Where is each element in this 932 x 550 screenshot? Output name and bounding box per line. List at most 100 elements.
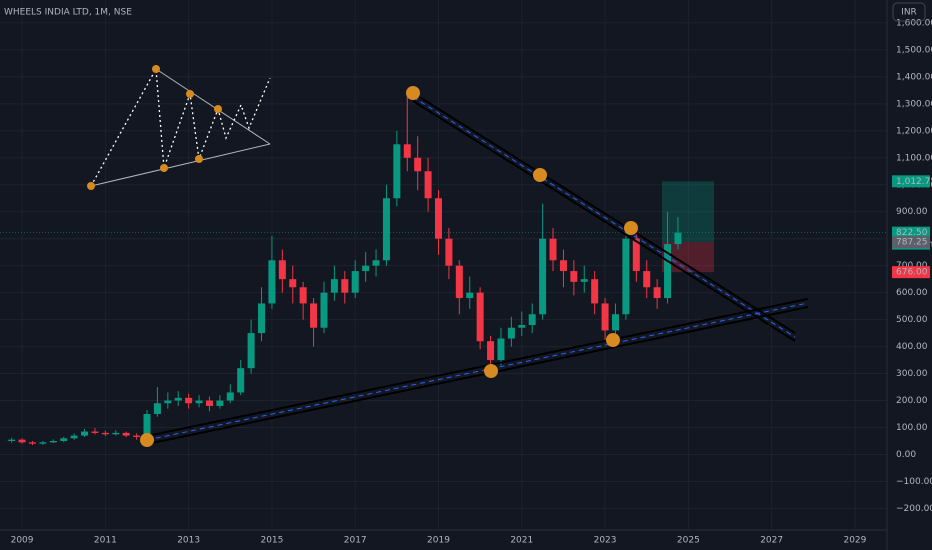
candle-body — [122, 432, 130, 436]
candle-body — [455, 265, 463, 299]
target-label: 1,012.75 — [896, 177, 932, 187]
pivot — [214, 105, 222, 113]
trend-line-mid — [146, 302, 809, 441]
candle-body — [435, 198, 443, 239]
candle-body — [49, 440, 57, 443]
candle-body — [237, 368, 245, 393]
pivot — [406, 86, 420, 100]
candle-body — [195, 400, 203, 404]
candle-body — [112, 432, 120, 435]
trend-line — [146, 306, 809, 445]
pivot — [195, 155, 203, 163]
y-tick-label: 1,500.00 — [896, 45, 932, 55]
y-tick-label: 100.00 — [896, 423, 928, 433]
y-tick-label: 1,100.00 — [896, 153, 932, 163]
candle-body — [247, 333, 255, 369]
trend-line-mid — [412, 96, 796, 338]
y-tick-label: 500.00 — [896, 315, 928, 325]
candle-body — [143, 414, 151, 437]
grid — [0, 0, 887, 530]
candle-body — [664, 244, 672, 299]
pattern-line — [90, 143, 271, 187]
pivot — [87, 182, 95, 190]
candle-body — [91, 431, 99, 433]
entry-label: 787.25 — [896, 238, 928, 248]
y-tick-label: 200.00 — [896, 396, 928, 406]
y-tick-label: 0.00 — [896, 450, 916, 460]
candle-body — [164, 400, 172, 404]
candle-body — [18, 439, 26, 443]
candle-body — [445, 238, 453, 266]
pattern-line — [155, 68, 271, 145]
candle-body — [424, 171, 432, 199]
x-tick-label: 2009 — [11, 536, 34, 546]
candle-body — [60, 438, 68, 441]
trend-line — [412, 92, 796, 334]
candle-body — [310, 303, 318, 328]
x-tick-label: 2027 — [760, 536, 783, 546]
pivot — [186, 90, 194, 98]
candle-body — [101, 432, 109, 435]
x-tick-label: 2019 — [427, 536, 450, 546]
stop-tag — [892, 266, 930, 279]
last-price-tag — [892, 226, 930, 239]
pivot — [484, 364, 498, 378]
currency-button[interactable] — [892, 2, 926, 22]
candle-body — [414, 157, 422, 172]
y-tick-label: −200.00 — [896, 504, 932, 514]
candle-body — [466, 292, 474, 299]
candle-body — [174, 397, 182, 401]
candle-body — [133, 435, 141, 437]
candle-body — [341, 279, 349, 293]
candle-body — [70, 435, 78, 439]
candle-body — [362, 265, 370, 272]
candle-body — [39, 442, 47, 444]
x-tick-label: 2029 — [843, 536, 866, 546]
entry-tag — [892, 236, 930, 249]
x-tick-label: 2021 — [510, 536, 533, 546]
currency-label[interactable]: INR — [901, 8, 917, 18]
x-tick-label: 2025 — [677, 536, 700, 546]
candle-body — [476, 292, 484, 342]
candle-body — [528, 314, 536, 326]
candle-body — [205, 400, 213, 406]
target-zone — [662, 181, 714, 243]
target-tag — [892, 175, 930, 188]
x-tick-label: 2023 — [594, 536, 617, 546]
candle-body — [643, 271, 651, 288]
trend-line — [146, 298, 809, 437]
candle-body — [330, 279, 338, 293]
axis-labels: −200.00 −100.00 0.00 100.00 200.00 300.00 400.… — [11, 18, 932, 545]
y-tick-label: 1,200.00 — [896, 126, 932, 136]
candle-body — [497, 338, 505, 361]
candle-body — [185, 397, 193, 404]
candle-body — [518, 325, 526, 328]
candle-body — [549, 238, 557, 261]
pivot — [624, 221, 638, 235]
candle-body — [632, 238, 640, 272]
stop-label: 676.00 — [896, 268, 928, 278]
candle-body — [81, 431, 89, 436]
candle-body — [559, 260, 567, 272]
candle-body — [601, 303, 609, 331]
candle-body — [278, 260, 286, 280]
y-tick-label: 300.00 — [896, 369, 928, 379]
trend-line — [412, 100, 796, 342]
drawings — [87, 65, 809, 447]
candle-body — [153, 403, 161, 415]
candle-body — [507, 327, 515, 339]
candle-body — [216, 400, 224, 406]
pivot-markers — [87, 65, 638, 447]
y-tick-label: 400.00 — [896, 342, 928, 352]
y-tick-label: 600.00 — [896, 288, 928, 298]
y-tick-label: 900.00 — [896, 207, 928, 217]
candle-body — [299, 287, 307, 304]
candle-body — [372, 260, 380, 266]
candle-body — [8, 439, 16, 441]
candle-body — [382, 198, 390, 261]
candle-body — [351, 271, 359, 293]
pivot — [160, 164, 168, 172]
pivot — [152, 65, 160, 73]
